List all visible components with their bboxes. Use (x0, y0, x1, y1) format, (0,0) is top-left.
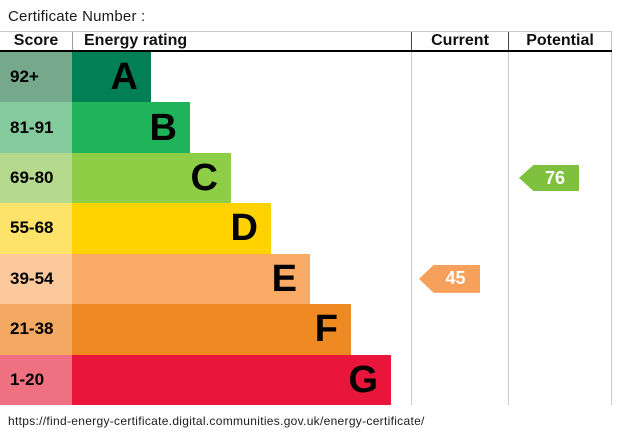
score-range-b: 81-91 (0, 102, 72, 153)
score-range-d: 55-68 (0, 203, 72, 254)
band-bar-b: B (72, 102, 190, 153)
band-row-e: 39-54 E 45 (0, 253, 612, 305)
current-rating-arrow: 45 (419, 264, 480, 293)
rating-cell-d: D (72, 203, 411, 254)
current-cell-f (411, 304, 508, 355)
rating-cell-a: A (72, 52, 411, 103)
potential-cell-c: 76 (508, 152, 612, 204)
band-bar-g: G (72, 354, 391, 405)
band-letter-c: C (190, 157, 218, 200)
rating-cell-e: E (72, 253, 411, 305)
potential-rating-arrow: 76 (519, 165, 579, 192)
score-range-a: 92+ (0, 52, 72, 103)
band-row-f: 21-38 F (0, 304, 612, 355)
score-range-c: 69-80 (0, 152, 72, 204)
potential-column-header: Potential (508, 32, 612, 50)
score-column-header: Score (13, 32, 59, 49)
rating-cell-f: F (72, 304, 411, 355)
current-cell-d (411, 203, 508, 254)
score-range-f: 21-38 (0, 304, 72, 355)
chart-header-row: Score Energy rating Current Potential (0, 31, 612, 52)
potential-rating-value: 76 (544, 167, 566, 188)
score-range-e: 39-54 (0, 253, 72, 305)
band-bar-c: C (72, 152, 231, 204)
footer-url: https://find-energy-certificate.digital.… (8, 414, 425, 428)
band-row-d: 55-68 D (0, 203, 612, 254)
band-row-g: 1-20 G (0, 354, 612, 405)
current-cell-a (411, 52, 508, 103)
band-letter-b: B (149, 106, 177, 149)
potential-cell-e (508, 253, 612, 305)
current-cell-c (411, 152, 508, 204)
potential-cell-g (508, 354, 612, 405)
score-range-g: 1-20 (0, 354, 72, 405)
certificate-number-label: Certificate Number : (8, 8, 146, 25)
rating-cell-g: G (72, 354, 411, 405)
band-bar-d: D (72, 203, 271, 254)
current-cell-g (411, 354, 508, 405)
band-letter-a: A (110, 56, 138, 99)
band-row-b: 81-91 B (0, 102, 612, 153)
band-row-c: 69-80 C 76 (0, 152, 612, 204)
band-bar-e: E (72, 253, 310, 305)
energy-rating-chart: Score Energy rating Current Potential 92… (0, 31, 612, 405)
rating-cell-c: C (72, 152, 411, 204)
current-cell-e: 45 (411, 253, 508, 305)
band-bar-a: A (72, 52, 151, 103)
rating-cell-b: B (72, 102, 411, 153)
band-letter-g: G (348, 358, 378, 401)
potential-cell-f (508, 304, 612, 355)
energy-rating-column-header: Energy rating (72, 32, 411, 50)
band-letter-f: F (314, 308, 338, 351)
band-letter-e: E (271, 257, 297, 300)
potential-cell-b (508, 102, 612, 153)
band-bar-f: F (72, 304, 351, 355)
band-letter-d: D (230, 207, 258, 250)
potential-cell-d (508, 203, 612, 254)
potential-cell-a (508, 52, 612, 103)
current-column-header: Current (411, 32, 508, 50)
current-cell-b (411, 102, 508, 153)
band-row-a: 92+ A (0, 52, 612, 103)
current-rating-value: 45 (445, 268, 466, 289)
